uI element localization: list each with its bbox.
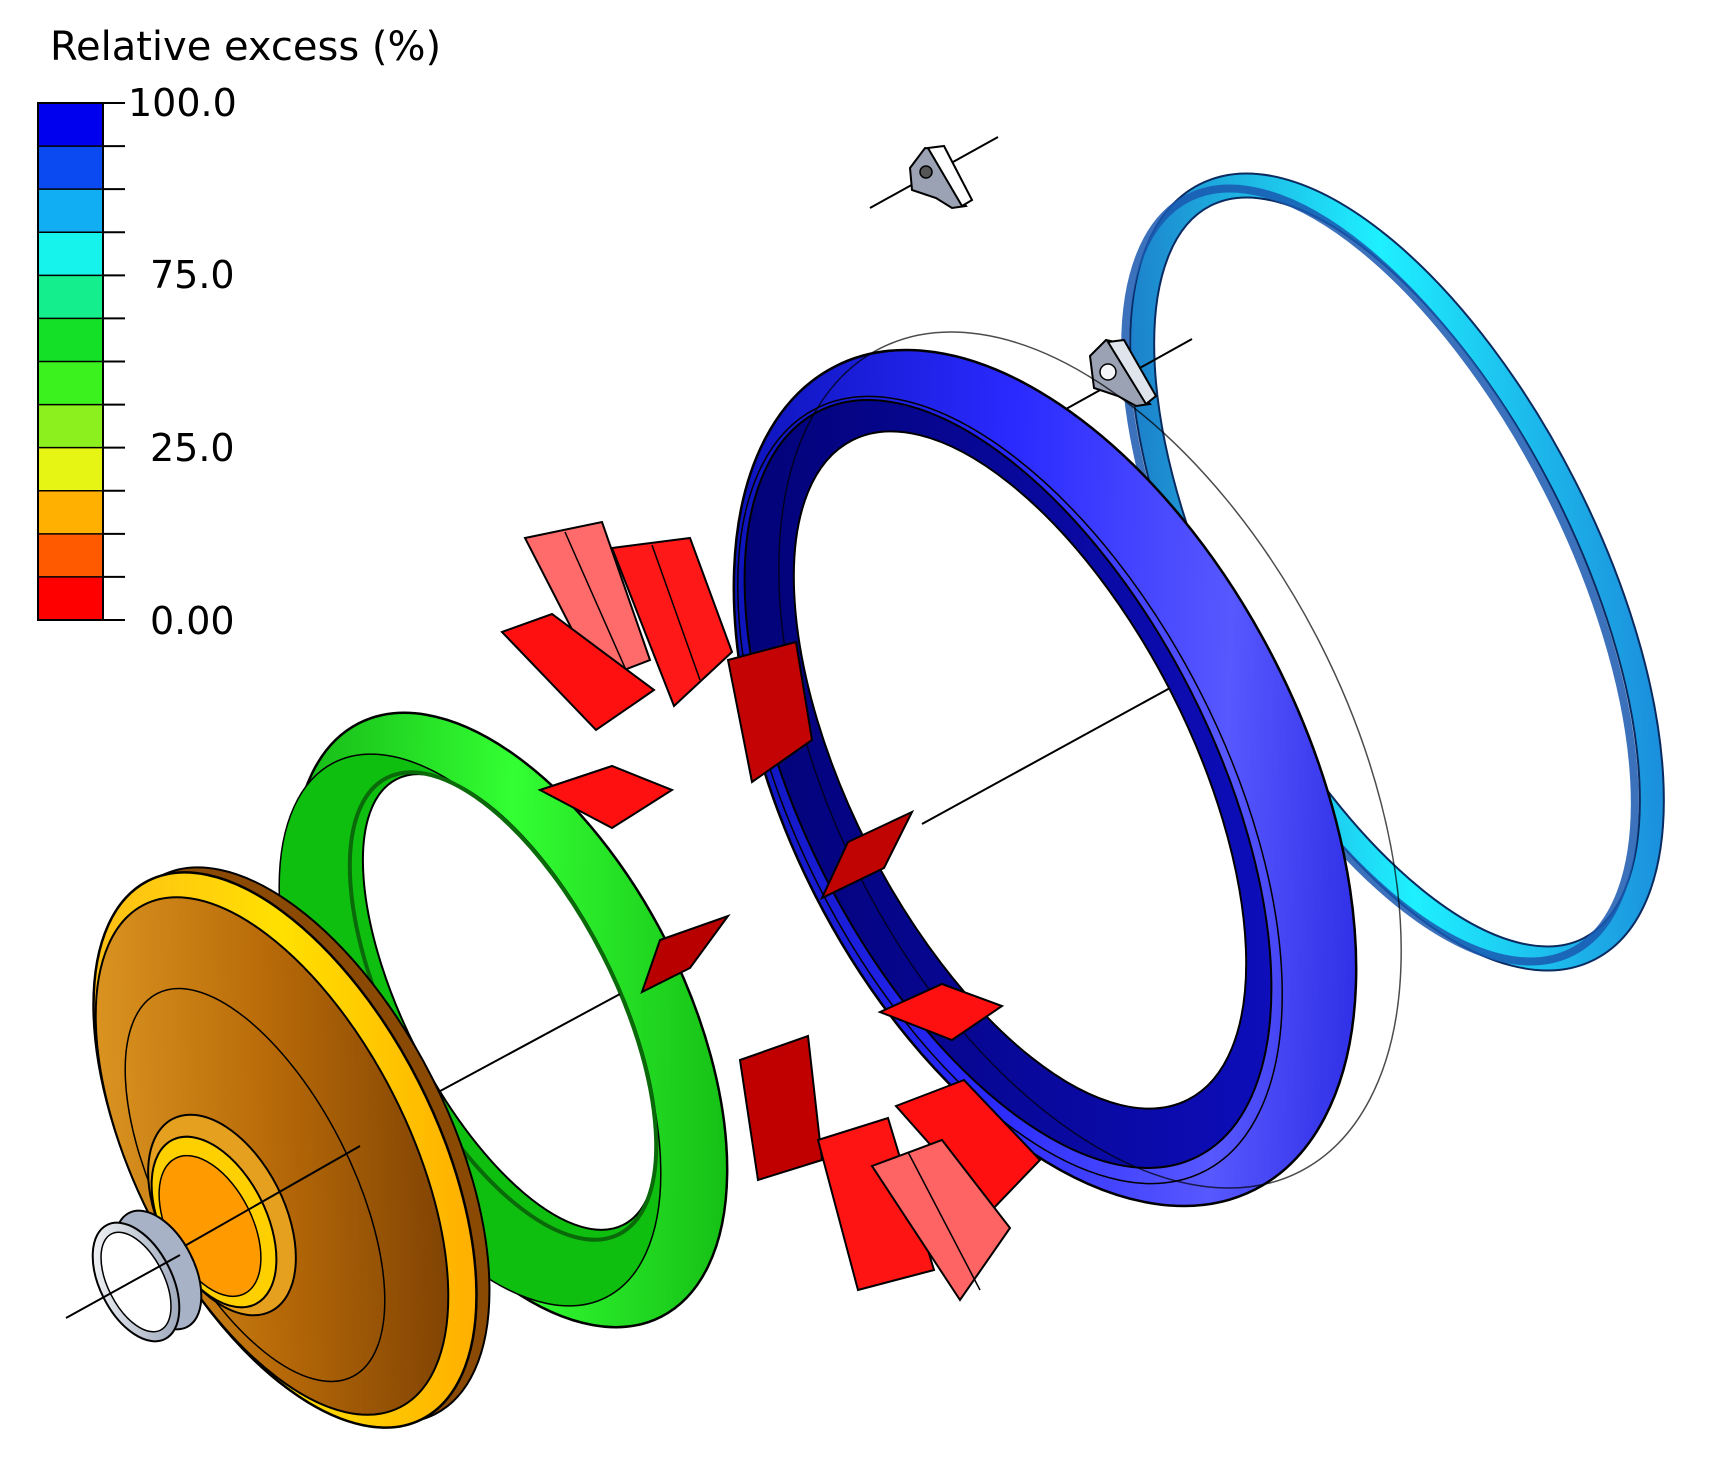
legend-tick-label-min: 0.00 (150, 599, 235, 643)
legend-band (38, 103, 103, 147)
vane-blade (537, 764, 675, 830)
blue-shroud (732, 331, 1402, 1208)
legend-band (38, 146, 103, 190)
legend-title: Relative excess (%) (50, 24, 441, 70)
legend-band (38, 318, 103, 362)
vane-blade (738, 1034, 824, 1182)
legend-ticks (38, 102, 125, 621)
legend-colorbar (38, 103, 103, 621)
vane-blade (500, 612, 656, 732)
vane-blade (819, 809, 915, 901)
legend-band (38, 447, 103, 492)
mounting-bracket-top (869, 136, 999, 210)
legend-band (38, 404, 103, 449)
legend-band (38, 533, 103, 578)
vane-blade (877, 982, 1005, 1042)
legend-tick-label-max: 100.0 (128, 81, 237, 125)
vane-blade (816, 1116, 936, 1292)
legend-band (38, 576, 103, 621)
vane-blade (610, 536, 734, 708)
color-legend: Relative excess (%) 100.0 75.0 25.0 0.00 (37, 24, 441, 643)
vane-blades (500, 520, 1042, 1302)
cone-hub (92, 866, 491, 1429)
legend-band (38, 189, 103, 233)
legend-band (38, 361, 103, 406)
vane-blade (870, 1138, 1012, 1302)
vane-blade (726, 640, 814, 784)
legend-tick-label-lower: 25.0 (150, 426, 235, 470)
legend-band (38, 490, 103, 535)
legend-tick-label-upper: 75.0 (150, 253, 235, 297)
legend-band (38, 275, 103, 319)
nozzle-ring (65, 1209, 203, 1343)
legend-band (38, 232, 103, 276)
mounting-bracket-side (1065, 338, 1193, 410)
vane-blade (640, 913, 731, 994)
